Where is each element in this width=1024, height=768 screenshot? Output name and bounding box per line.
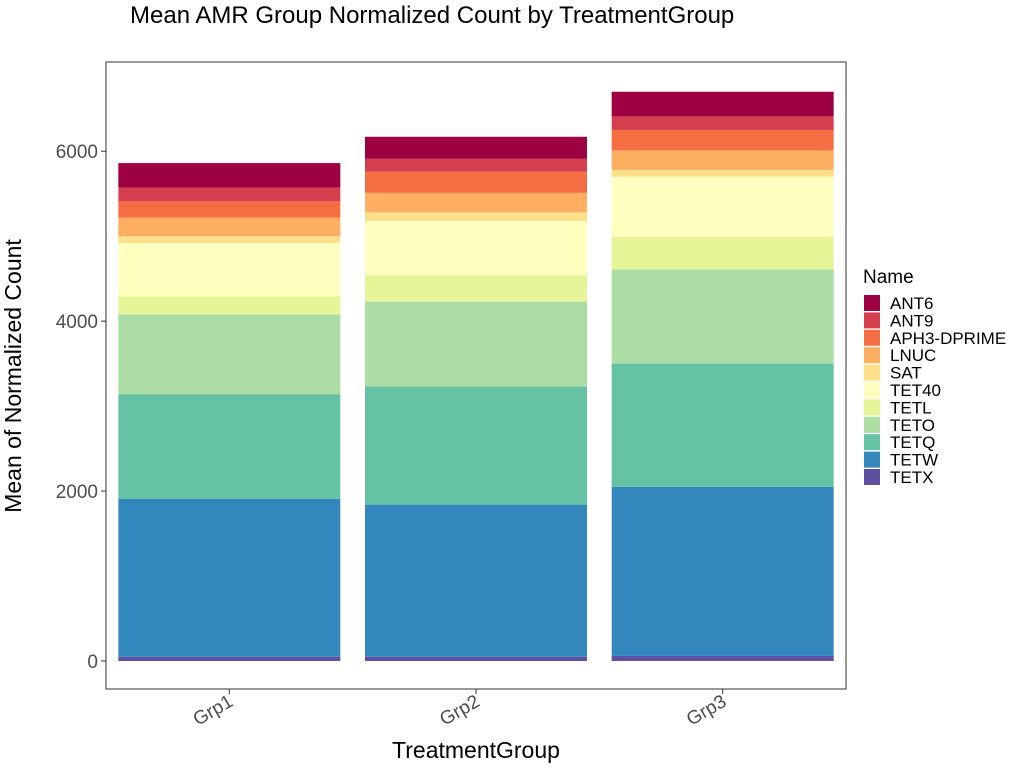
- bar-segment-grp1-tetx: [118, 656, 341, 661]
- bar-segment-grp3-teto: [611, 269, 834, 364]
- bar-segment-grp2-ant6: [365, 136, 587, 159]
- bar-segment-grp1-ant6: [118, 163, 341, 188]
- bar-segment-grp3-sat: [611, 169, 834, 177]
- bar-segment-grp2-lnuc: [365, 192, 587, 213]
- bar-segment-grp1-tetl: [118, 296, 341, 315]
- bar-segment-grp3-ant6: [611, 91, 834, 117]
- bar-segment-grp3-tetw: [611, 486, 834, 656]
- legend-swatch-tetl: [864, 399, 880, 416]
- legend-swatch-lnuc: [864, 347, 880, 364]
- bar-segment-grp2-tetx: [365, 656, 587, 661]
- x-axis: Grp1 Grp2 Grp3: [190, 689, 730, 730]
- legend-swatch-tet40: [864, 382, 880, 398]
- bar-segment-grp1-sat: [118, 236, 341, 243]
- legend-swatch-tetw: [864, 451, 880, 468]
- legend-swatch-ant6: [864, 295, 880, 311]
- bar-segment-grp3-lnuc: [611, 150, 834, 170]
- bar-segment-grp3-tetx: [611, 655, 834, 661]
- bar-segment-grp1-tetq: [118, 394, 341, 499]
- bar-segment-grp2-tetw: [365, 504, 587, 657]
- bar-segment-grp3-aph3-dprime: [611, 129, 834, 151]
- x-axis-title: TreatmentGroup: [392, 737, 560, 763]
- bar-segment-grp3-tetq: [611, 363, 834, 487]
- legend-label-tet40: TET40: [890, 381, 941, 400]
- bar-segment-grp2-tetq: [365, 386, 587, 505]
- bar-segment-grp1-lnuc: [118, 217, 341, 237]
- bar-segment-grp1-tet40: [118, 242, 341, 297]
- legend-swatch-ant9: [864, 312, 880, 329]
- y-tick-label-6000: 6000: [56, 142, 98, 163]
- bar-segment-grp1-teto: [118, 314, 341, 395]
- bar-segment-grp2-aph3-dprime: [365, 171, 587, 193]
- y-axis-title: Mean of Normalized Count: [0, 239, 26, 513]
- legend: ANT6ANT9APH3-DPRIMELNUCSATTET40TETLTETOT…: [864, 294, 1006, 487]
- legend-swatch-teto: [864, 416, 880, 433]
- bar-segment-grp3-tet40: [611, 176, 834, 238]
- legend-swatch-sat: [864, 364, 880, 381]
- x-tick-label-grp1: Grp1: [190, 691, 237, 730]
- y-tick-label-4000: 4000: [56, 312, 98, 333]
- y-tick-label-0: 0: [87, 652, 98, 673]
- legend-label-lnuc: LNUC: [890, 346, 936, 365]
- bar-segment-grp2-sat: [365, 212, 587, 221]
- bars-layer: [118, 91, 834, 661]
- legend-label-tetx: TETX: [890, 468, 933, 487]
- x-tick-label-grp2: Grp2: [436, 691, 483, 730]
- legend-title: Name: [863, 267, 914, 288]
- chart-title: Mean AMR Group Normalized Count by Treat…: [130, 2, 734, 29]
- bar-segment-grp1-aph3-dprime: [118, 201, 341, 218]
- legend-label-tetq: TETQ: [890, 433, 935, 452]
- bar-segment-grp3-ant9: [611, 116, 834, 130]
- bar-segment-grp2-ant9: [365, 158, 587, 172]
- bar-segment-grp1-ant9: [118, 187, 341, 202]
- legend-label-tetw: TETW: [890, 451, 938, 470]
- legend-label-teto: TETO: [890, 416, 935, 435]
- x-tick-label-grp3: Grp3: [683, 691, 730, 730]
- bar-segment-grp2-tetl: [365, 275, 587, 302]
- bar-segment-grp2-teto: [365, 301, 587, 387]
- bar-segment-grp1-tetw: [118, 498, 341, 657]
- legend-label-ant9: ANT9: [890, 311, 933, 330]
- y-tick-label-2000: 2000: [56, 482, 98, 503]
- legend-label-tetl: TETL: [890, 398, 932, 417]
- y-axis: 0 2000 4000 6000: [56, 142, 106, 673]
- legend-label-aph3-dprime: APH3-DPRIME: [890, 329, 1006, 348]
- bar-segment-grp3-tetl: [611, 237, 834, 270]
- legend-swatch-tetx: [864, 469, 880, 485]
- legend-label-ant6: ANT6: [890, 294, 933, 313]
- legend-label-sat: SAT: [890, 364, 922, 383]
- legend-swatch-tetq: [864, 434, 880, 451]
- legend-swatch-aph3-dprime: [864, 329, 880, 346]
- bar-segment-grp2-tet40: [365, 220, 587, 276]
